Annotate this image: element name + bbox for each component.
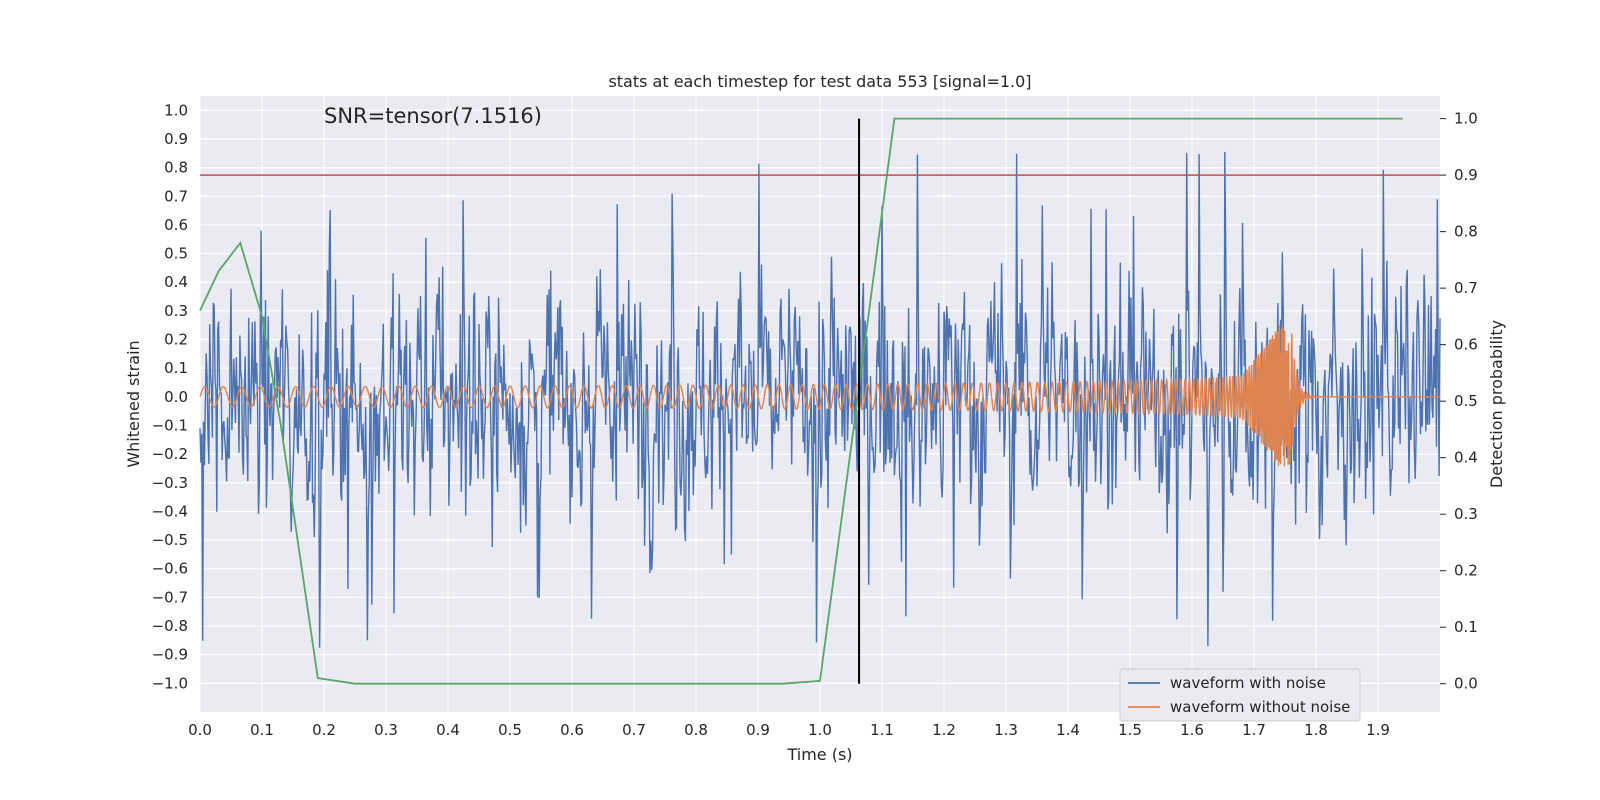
y-tick-label: −0.3 bbox=[152, 474, 188, 492]
x-tick-label: 0.9 bbox=[746, 721, 770, 739]
y-tick-label: −0.2 bbox=[152, 445, 188, 463]
x-tick-label: 1.6 bbox=[1180, 721, 1204, 739]
y-tick-label: −0.1 bbox=[152, 416, 188, 434]
y2-tick-label: 0.2 bbox=[1454, 562, 1478, 580]
y-tick-label: 0.7 bbox=[164, 187, 188, 205]
series-line-with-noise bbox=[199, 151, 1441, 648]
x-tick-label: 1.5 bbox=[1118, 721, 1142, 739]
y-tick-label: 1.0 bbox=[164, 101, 188, 119]
x-tick-label: 0.6 bbox=[560, 721, 584, 739]
y2-tick-label: 0.9 bbox=[1454, 166, 1478, 184]
y2-tick-label: 0.0 bbox=[1454, 675, 1478, 693]
y-tick-label: −1.0 bbox=[152, 674, 188, 692]
x-axis-label: Time (s) bbox=[786, 745, 852, 764]
snr-annotation: SNR=tensor(7.1516) bbox=[324, 104, 542, 128]
y-axis-label: Whitened strain bbox=[124, 340, 143, 467]
x-tick-label: 1.2 bbox=[932, 721, 956, 739]
x-tick-label: 1.7 bbox=[1242, 721, 1266, 739]
legend: waveform with noise waveform without noi… bbox=[1119, 668, 1361, 722]
y-tick-label: −0.8 bbox=[152, 617, 188, 635]
y2-tick-labels: 1.0 0.9 0.8 0.7 0.6 0.5 0.4 0.3 0.2 0.1 0.0 bbox=[1440, 110, 1478, 693]
y2-tick-label: 0.4 bbox=[1454, 449, 1478, 467]
y2-tick-label: 0.7 bbox=[1454, 279, 1478, 297]
y-tick-label: −0.7 bbox=[152, 588, 188, 606]
x-tick-label: 1.8 bbox=[1304, 721, 1328, 739]
y-tick-label: 0.5 bbox=[164, 245, 188, 263]
x-tick-label: 0.3 bbox=[374, 721, 398, 739]
y2-tick-label: 1.0 bbox=[1454, 110, 1478, 128]
y-tick-label: −0.4 bbox=[152, 502, 188, 520]
x-tick-label: 0.4 bbox=[436, 721, 460, 739]
y-tick-label: 0.6 bbox=[164, 216, 188, 234]
y-tick-label: 0.1 bbox=[164, 359, 188, 377]
x-tick-label: 0.7 bbox=[622, 721, 646, 739]
y-tick-label: 0.4 bbox=[164, 273, 188, 291]
y2-tick-label: 0.8 bbox=[1454, 223, 1478, 241]
x-tick-label: 0.5 bbox=[498, 721, 522, 739]
legend-label-noise: waveform with noise bbox=[1170, 674, 1326, 692]
y-tick-label: 0.3 bbox=[164, 302, 188, 320]
x-tick-label: 1.0 bbox=[808, 721, 832, 739]
x-tick-label: 0.2 bbox=[312, 721, 336, 739]
y-tick-label: 0.8 bbox=[164, 159, 188, 177]
y2-tick-label: 0.5 bbox=[1454, 392, 1478, 410]
series-layer bbox=[199, 117, 1441, 685]
x-tick-label: 1.9 bbox=[1366, 721, 1390, 739]
y2-tick-label: 0.3 bbox=[1454, 505, 1478, 523]
x-tick-label: 0.1 bbox=[250, 721, 274, 739]
series-line-without-noise bbox=[199, 325, 1440, 467]
x-tick-label: 1.1 bbox=[870, 721, 894, 739]
legend-label-clean: waveform without noise bbox=[1170, 698, 1350, 716]
x-tick-label: 1.3 bbox=[994, 721, 1018, 739]
y2-tick-label: 0.1 bbox=[1454, 618, 1478, 636]
y-tick-label: 0.2 bbox=[164, 331, 188, 349]
legend-box bbox=[1119, 668, 1361, 722]
y-tick-label: −0.5 bbox=[152, 531, 188, 549]
y-tick-labels: 1.0 0.9 0.8 0.7 0.6 0.5 0.4 0.3 0.2 0.1 0.0 −0.1 −0.… bbox=[152, 101, 188, 692]
x-tick-label: 1.4 bbox=[1056, 721, 1080, 739]
x-tick-label: 0.0 bbox=[188, 721, 212, 739]
chart-title: stats at each timestep for test data 553… bbox=[608, 72, 1031, 91]
y2-axis-label: Detection probability bbox=[1487, 320, 1506, 488]
series-line-detection-probability bbox=[199, 117, 1403, 685]
y-tick-label: −0.6 bbox=[152, 560, 188, 578]
x-tick-labels: 0.0 0.1 0.2 0.3 0.4 0.5 0.6 0.7 0.8 0.9 1.0 1.1 1.2 1… bbox=[188, 721, 1390, 739]
y-tick-label: 0.0 bbox=[164, 388, 188, 406]
y-tick-label: −0.9 bbox=[152, 646, 188, 664]
y-tick-label: 0.9 bbox=[164, 130, 188, 148]
y2-tick-label: 0.6 bbox=[1454, 336, 1478, 354]
x-tick-label: 0.8 bbox=[684, 721, 708, 739]
